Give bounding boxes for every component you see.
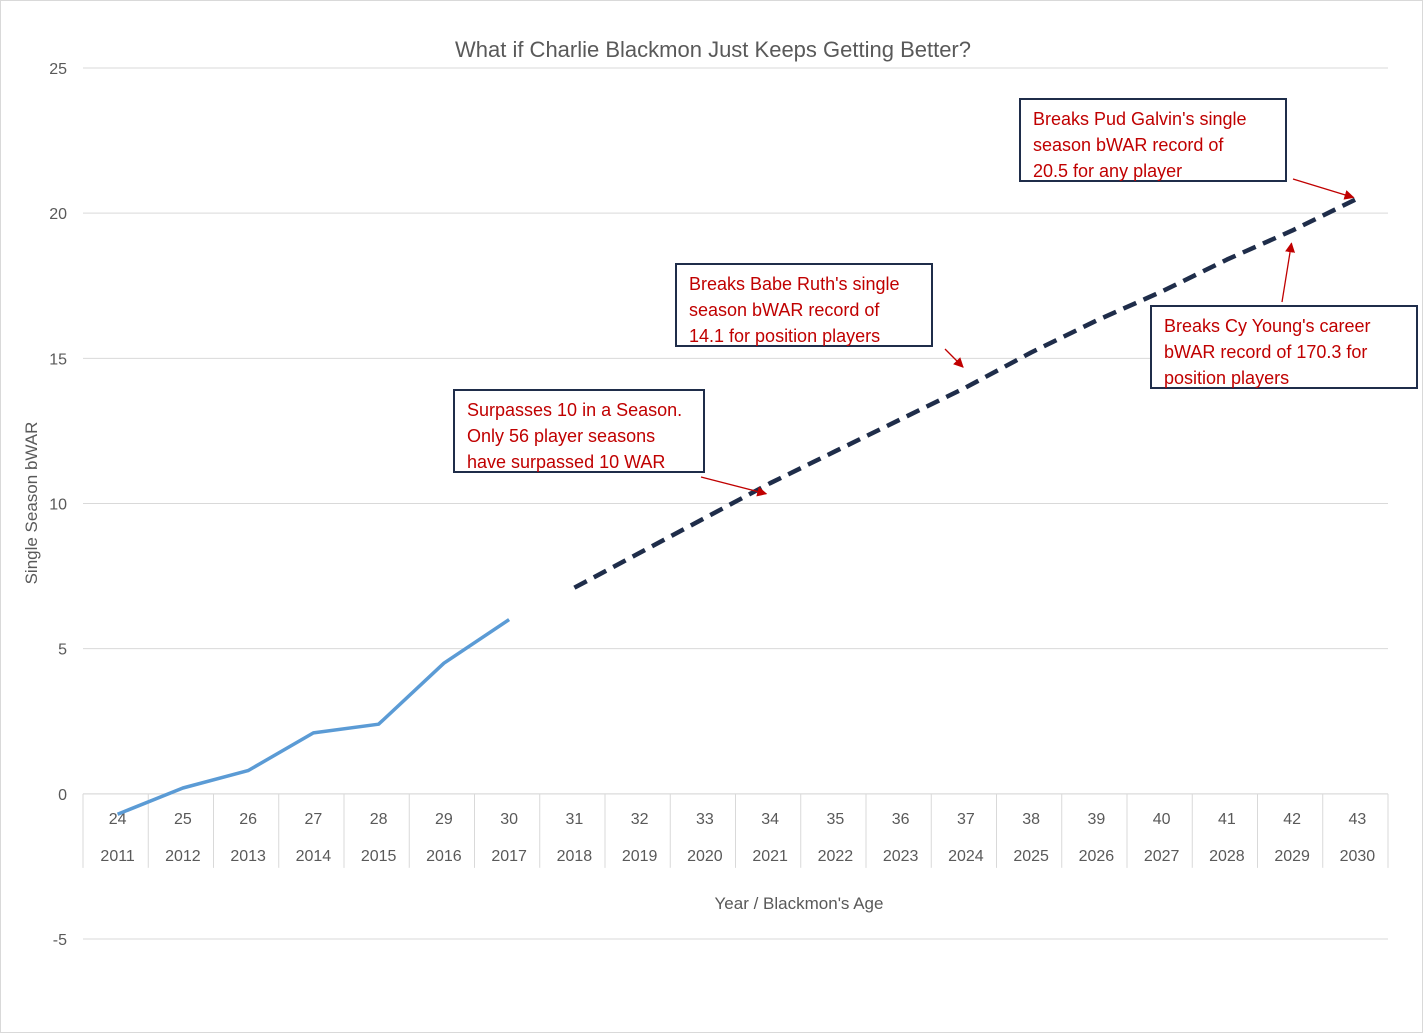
x-tick-label-age: 41 (1218, 811, 1236, 828)
annotation-arrow-ruth (944, 348, 964, 368)
x-tick-label-age: 36 (892, 811, 910, 828)
x-tick-label-year: 2015 (361, 848, 397, 865)
x-tick-label-year: 2020 (687, 848, 723, 865)
x-tick-label-age: 29 (435, 811, 453, 828)
y-tick-label: 5 (58, 642, 67, 659)
annotation-cy-young: Breaks Cy Young's career bWAR record of … (1150, 305, 1418, 389)
y-tick-label: 20 (49, 206, 67, 223)
x-tick-label-year: 2025 (1013, 848, 1049, 865)
y-tick-label: 10 (49, 497, 67, 514)
annotation-galvin: Breaks Pud Galvin's single season bWAR r… (1019, 98, 1287, 182)
x-tick-label-age: 40 (1153, 811, 1171, 828)
x-tick-label-age: 32 (631, 811, 649, 828)
x-tick-label-year: 2014 (296, 848, 332, 865)
x-tick-label-age: 35 (826, 811, 844, 828)
x-tick-label-age: 30 (500, 811, 518, 828)
x-tick-label-age: 28 (370, 811, 388, 828)
x-tick-label-age: 37 (957, 811, 975, 828)
x-tick-label-age: 26 (239, 811, 257, 828)
x-tick-label-year: 2024 (948, 848, 984, 865)
x-tick-label-year: 2017 (491, 848, 527, 865)
x-tick-label-age: 24 (109, 811, 127, 828)
x-tick-label-age: 34 (761, 811, 779, 828)
x-tick-label-age: 25 (174, 811, 192, 828)
x-tick-label-age: 38 (1022, 811, 1040, 828)
y-tick-label: -5 (53, 932, 67, 949)
x-tick-label-year: 2029 (1274, 848, 1310, 865)
annotation-ruth: Breaks Babe Ruth's single season bWAR re… (675, 263, 933, 347)
annotation-arrow-galvin (1292, 178, 1355, 200)
series-line-2 (573, 196, 1359, 590)
y-axis-ticks: -5 0 5 10 15 20 25 (49, 61, 67, 949)
annotation-arrows (700, 178, 1355, 497)
annotation-surpasses-ten: Surpasses 10 in a Season. Only 56 player… (453, 389, 705, 473)
x-axis: 24 25 26 27 28 29 30 31 32 33 34 35 36 37 38 39 40 41 42 43… (82, 793, 1389, 868)
x-tick-label-year: 2019 (622, 848, 658, 865)
x-tick-label-year: 2022 (818, 848, 854, 865)
series-line-1 (116, 618, 511, 816)
x-tick-label-year: 2021 (752, 848, 788, 865)
x-tick-label-age: 43 (1348, 811, 1366, 828)
x-tick-label-year: 2023 (883, 848, 919, 865)
y-tick-label: 25 (49, 61, 67, 78)
x-tick-label-year: 2026 (1079, 848, 1115, 865)
x-tick-label-age: 31 (565, 811, 583, 828)
x-tick-label-year: 2012 (165, 848, 201, 865)
x-tick-label-year: 2027 (1144, 848, 1180, 865)
x-tick-label-age: 42 (1283, 811, 1301, 828)
series-lines (116, 196, 1359, 816)
annotation-arrow-young (1281, 242, 1295, 303)
y-tick-label: 15 (49, 351, 67, 368)
x-tick-label-year: 2018 (557, 848, 593, 865)
x-tick-label-age: 39 (1087, 811, 1105, 828)
x-tick-label-year: 2013 (230, 848, 266, 865)
x-axis-label: Year / Blackmon's Age (715, 894, 884, 913)
chart-title: What if Charlie Blackmon Just Keeps Gett… (455, 37, 971, 62)
x-tick-label-year: 2028 (1209, 848, 1245, 865)
x-tick-label-year: 2030 (1340, 848, 1376, 865)
x-tick-label-age: 27 (304, 811, 322, 828)
y-tick-label: 0 (58, 787, 67, 804)
annotation-arrow-ten (700, 476, 768, 497)
x-tick-label-age: 33 (696, 811, 714, 828)
x-tick-label-year: 2011 (100, 848, 135, 865)
x-tick-label-year: 2016 (426, 848, 462, 865)
y-axis-label: Single Season bWAR (22, 422, 41, 585)
